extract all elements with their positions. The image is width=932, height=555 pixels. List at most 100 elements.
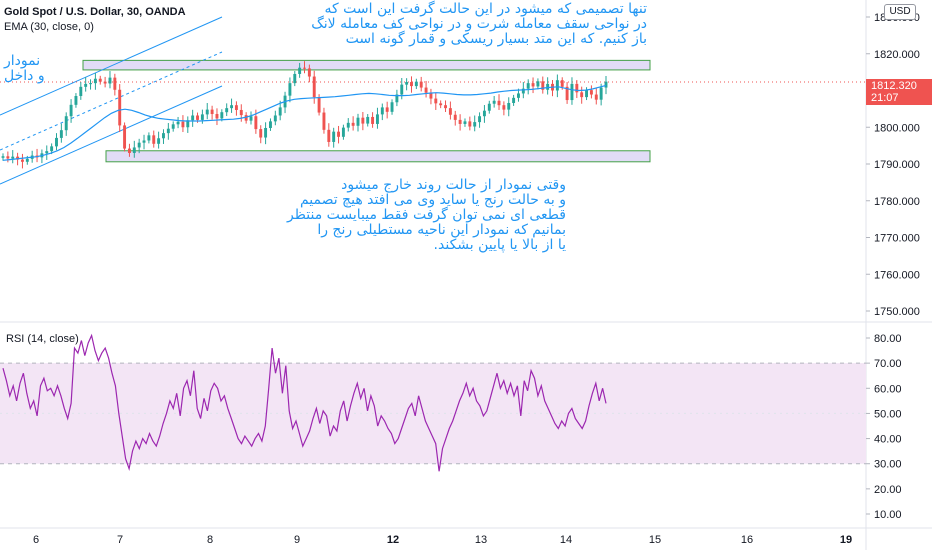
annotation-left[interactable]: نمودار و داخل [4, 54, 45, 84]
candle-body [424, 87, 428, 93]
candle-body [74, 96, 78, 105]
candle-body [191, 115, 195, 121]
candle-body [419, 81, 423, 88]
candle-body [259, 129, 263, 138]
candle-body [434, 98, 438, 104]
annotation-bottom-line: و به حالت رنج یا ساید وی می افتد هیچ تصم… [299, 192, 566, 208]
candle-body [517, 93, 520, 98]
candle-body [448, 108, 452, 115]
candle-body [225, 108, 229, 113]
annotation-top-line: تنها تصمیمی که میشود در این حالت گرفت ای… [324, 1, 648, 17]
candle-body [541, 81, 545, 90]
candle-body [512, 97, 516, 103]
candle-body [337, 131, 340, 137]
price-tick-label: 1750.000 [874, 306, 920, 318]
annotation-bottom-line: بمانیم که نمودار این ناحیه مستطیلی رنج ر… [317, 222, 566, 238]
candle-body [264, 127, 268, 138]
time-tick-label: 12 [387, 534, 399, 546]
annotation-left-line: نمودار [4, 53, 41, 69]
annotation-bottom-line: قطعی ای نمی توان گرفت فقط میبایست منتظر [287, 207, 566, 223]
candle-body [414, 81, 418, 87]
annotation-left-line: و داخل [4, 68, 45, 84]
candle-body [166, 128, 170, 134]
candle-body [137, 142, 141, 148]
candle-body [6, 156, 10, 159]
candle-body [439, 103, 443, 106]
candle-body [293, 73, 297, 84]
rsi-legend[interactable]: RSI (14, close) [6, 333, 79, 345]
candle-body [181, 121, 185, 128]
ema-line [2, 84, 607, 161]
time-tick-label: 8 [207, 534, 213, 546]
candle-body [205, 109, 209, 115]
candle-body [410, 82, 413, 87]
bar-countdown: 21:07 [871, 92, 899, 104]
candle-body [575, 83, 579, 93]
symbol-title[interactable]: Gold Spot / U.S. Dollar, 30, OANDA [4, 6, 186, 18]
candle-body [303, 67, 306, 69]
candle-body [589, 90, 593, 95]
annotation-bottom-line: وقتی نمودار از حالت روند خارج میشود [341, 177, 566, 193]
candle-body [234, 105, 238, 110]
candle-body [580, 92, 584, 98]
candle-body [463, 121, 467, 124]
candle-body [361, 117, 365, 124]
candle-body [1, 156, 5, 158]
candle-body [11, 156, 15, 159]
candle-body [59, 130, 63, 138]
candle-body [89, 83, 92, 85]
channel-upper-line [0, 16, 223, 116]
candle-body [50, 146, 54, 152]
candle-body [366, 116, 370, 124]
rsi-tick-label: 20.00 [874, 484, 902, 496]
rsi-tick-label: 30.00 [874, 459, 902, 471]
candle-body [458, 119, 462, 124]
candle-body [599, 87, 603, 100]
candle-body [45, 151, 49, 154]
time-tick-label: 15 [649, 534, 661, 546]
candle-body [16, 156, 20, 160]
candle-body [478, 116, 482, 123]
candle-body [220, 112, 224, 119]
candle-body [103, 81, 107, 84]
candle-body [171, 124, 175, 129]
ema-legend[interactable]: EMA (30, close, 0) [4, 21, 94, 33]
candle-body [429, 92, 433, 99]
candle-body [604, 81, 608, 88]
candle-body [555, 80, 559, 91]
candle-body [444, 105, 447, 109]
candle-body [273, 115, 277, 122]
candle-body [200, 114, 204, 120]
candle-body [196, 115, 199, 120]
candle-body [502, 105, 506, 110]
candle-body [93, 78, 97, 84]
candle-body [147, 135, 151, 141]
candle-body [230, 105, 234, 109]
candle-body [521, 88, 525, 94]
candle-body [371, 116, 375, 124]
annotation-top[interactable]: تنها تصمیمی که میشود در این حالت گرفت ای… [311, 2, 647, 47]
candle-body [375, 114, 379, 124]
candle-body [244, 115, 248, 121]
candle-body [132, 147, 136, 153]
candle-body [298, 67, 302, 74]
candle-body [546, 83, 550, 90]
currency-badge[interactable]: USD [884, 4, 916, 20]
candle-body [351, 122, 355, 126]
candle-body [322, 112, 326, 130]
price-tick-label: 1820.000 [874, 49, 920, 61]
candle-body [453, 114, 457, 120]
candle-body [55, 137, 58, 147]
time-tick-label: 19 [840, 534, 852, 546]
candle-body [249, 116, 253, 121]
candle-body [356, 117, 360, 126]
price-tick-label: 1800.000 [874, 122, 920, 134]
candle-body [215, 114, 219, 119]
candle-body [487, 103, 491, 111]
candle-body [113, 77, 117, 90]
annotation-bottom[interactable]: وقتی نمودار از حالت روند خارج میشود و به… [287, 178, 566, 253]
candle-body [142, 140, 146, 143]
candle-body [239, 109, 243, 116]
